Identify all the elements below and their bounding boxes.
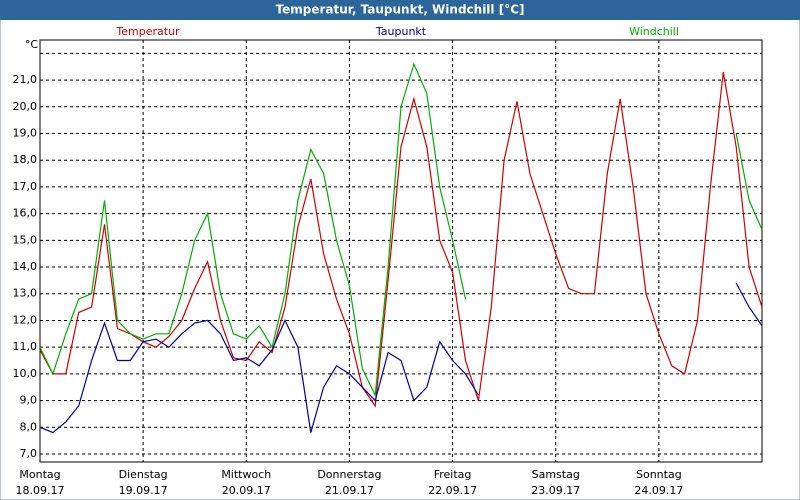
line-series [39,71,763,408]
y-tick-label: 21,0 [13,73,38,86]
y-tick-label: 7,0 [20,447,38,460]
y-tick-label: 11,0 [13,340,38,353]
x-tick-label: Sonntag [636,468,682,481]
legend-label: Taupunkt [375,25,427,38]
x-tick-date: 19.09.17 [119,484,168,497]
line-series [39,282,763,434]
x-tick-date: 20.09.17 [222,484,271,497]
title-bar [0,0,800,20]
y-tick-label: 19,0 [13,126,38,139]
chart-title: Temperatur, Taupunkt, Windchill [°C] [276,3,525,17]
y-tick-label: 20,0 [13,100,38,113]
y-tick-label: 14,0 [13,260,38,273]
y-tick-label: 17,0 [13,180,38,193]
x-tick-date: 21.09.17 [325,484,374,497]
x-tick-date: 18.09.17 [16,484,65,497]
y-tick-label: 8,0 [20,420,38,433]
x-tick-label: Samstag [532,468,580,481]
y-tick-label: 10,0 [13,367,38,380]
x-tick-label: Freitag [434,468,472,481]
x-tick-label: Dienstag [119,468,168,481]
legend-label: Windchill [629,25,679,38]
y-tick-label: 16,0 [13,207,38,220]
y-tick-label: 18,0 [13,153,38,166]
legend-label: Temperatur [115,25,180,38]
y-tick-label: 9,0 [20,394,38,407]
x-tick-date: 24.09.17 [634,484,683,497]
x-tick-label: Montag [19,468,60,481]
y-unit: °C [25,38,39,51]
y-tick-label: 15,0 [13,233,38,246]
y-tick-label: 12,0 [13,313,38,326]
line-series [39,62,763,398]
plot-area [39,39,763,463]
x-tick-label: Donnerstag [317,468,381,481]
x-tick-date: 22.09.17 [428,484,477,497]
x-tick-label: Mittwoch [221,468,271,481]
x-tick-date: 23.09.17 [531,484,580,497]
y-tick-label: 13,0 [13,287,38,300]
